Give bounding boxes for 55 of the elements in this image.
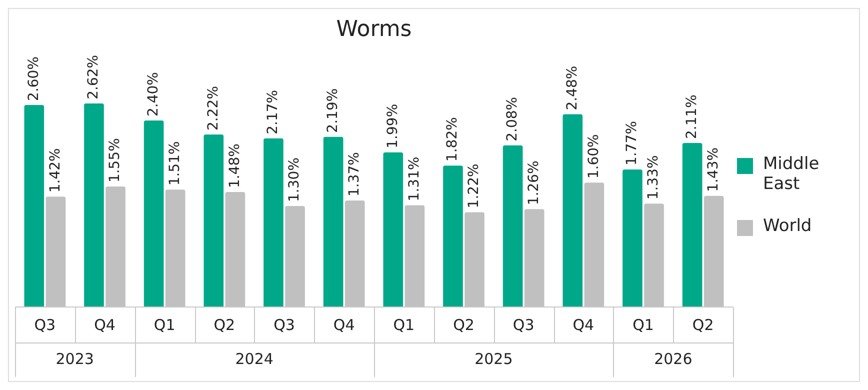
bar — [682, 143, 702, 307]
data-label: 1.31% — [406, 156, 422, 202]
data-label: 2.60% — [26, 56, 42, 101]
data-label: 1.42% — [47, 148, 64, 193]
x-tick-label: Q2 — [692, 316, 714, 334]
data-label: 1.43% — [705, 147, 722, 192]
bar — [24, 104, 44, 307]
bar — [84, 103, 104, 307]
bar — [502, 145, 523, 307]
data-label: 1.82% — [444, 117, 461, 162]
data-label: 1.33% — [646, 155, 662, 200]
x-tick-label: Q1 — [154, 316, 176, 334]
text: 2026 — [654, 350, 692, 368]
data-label: 1.55% — [107, 138, 124, 183]
chart-title: Worms — [336, 16, 412, 42]
data-label: 2.40% — [145, 72, 162, 116]
text: 2025 — [474, 350, 513, 368]
data-label: 1.99% — [384, 104, 401, 148]
bar — [264, 138, 284, 307]
text: 2023 — [56, 350, 94, 368]
text: 2024 — [235, 350, 274, 368]
data-label: 1.77% — [624, 120, 640, 166]
bar — [204, 134, 224, 307]
data-label: 2.19% — [324, 88, 341, 133]
x-tick-label: Q4 — [333, 316, 355, 334]
data-label: 1.48% — [226, 144, 243, 188]
x-tick-label: Q3 — [274, 316, 295, 334]
x-tick-label: Q3 — [34, 316, 56, 334]
bar — [144, 120, 164, 307]
data-label: 1.51% — [166, 141, 183, 186]
data-label: 2.11% — [684, 94, 700, 140]
data-label: 1.22% — [466, 164, 482, 208]
bar — [622, 169, 642, 307]
x-tick-label: Q2 — [453, 316, 474, 334]
data-label: 1.60% — [586, 134, 602, 179]
data-label: 1.26% — [526, 160, 542, 206]
x-tick-label: Q4 — [572, 316, 594, 334]
bar — [323, 136, 344, 307]
bar — [383, 152, 404, 307]
x-tick-label: Q2 — [214, 316, 236, 334]
data-label: 1.30% — [286, 157, 303, 202]
data-label: 2.08% — [504, 96, 520, 142]
data-label: 2.17% — [265, 90, 282, 134]
x-tick-label: Q3 — [512, 316, 534, 334]
x-tick-label: Q4 — [94, 316, 116, 334]
bar — [562, 114, 583, 307]
bar — [443, 166, 463, 307]
legend-label: Middle East — [763, 154, 820, 194]
data-label: 2.22% — [205, 86, 222, 130]
x-tick-label: Q1 — [632, 316, 654, 334]
data-label: 2.62% — [86, 54, 102, 100]
data-label: 1.37% — [346, 152, 362, 197]
legend-label: World — [763, 216, 812, 236]
data-label: 2.48% — [564, 66, 580, 110]
x-tick-label: Q1 — [393, 316, 415, 334]
